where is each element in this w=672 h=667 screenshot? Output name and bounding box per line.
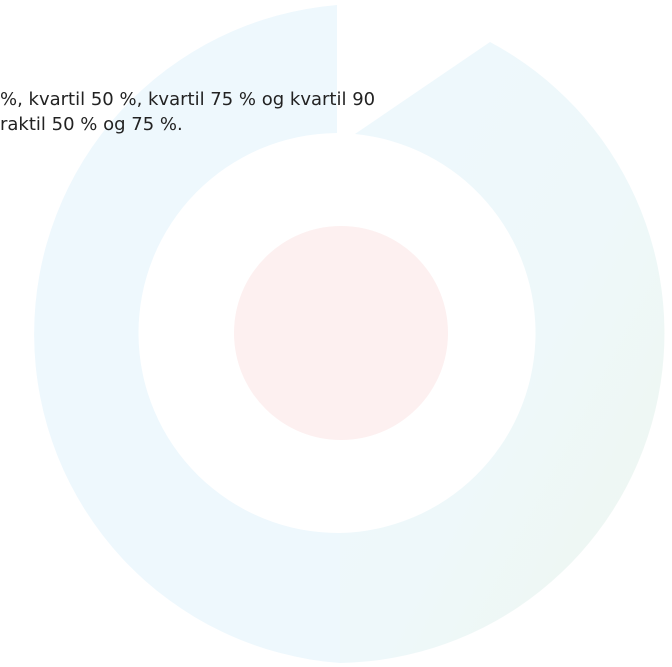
center-circle [234, 226, 448, 440]
ring-segment-right [340, 42, 665, 663]
text-line: raktil 50 % og 75 %. [0, 114, 183, 135]
text-line: %, kvartil 50 %, kvartil 75 % og kvartil… [0, 89, 376, 110]
ring-segment-left [34, 5, 341, 663]
